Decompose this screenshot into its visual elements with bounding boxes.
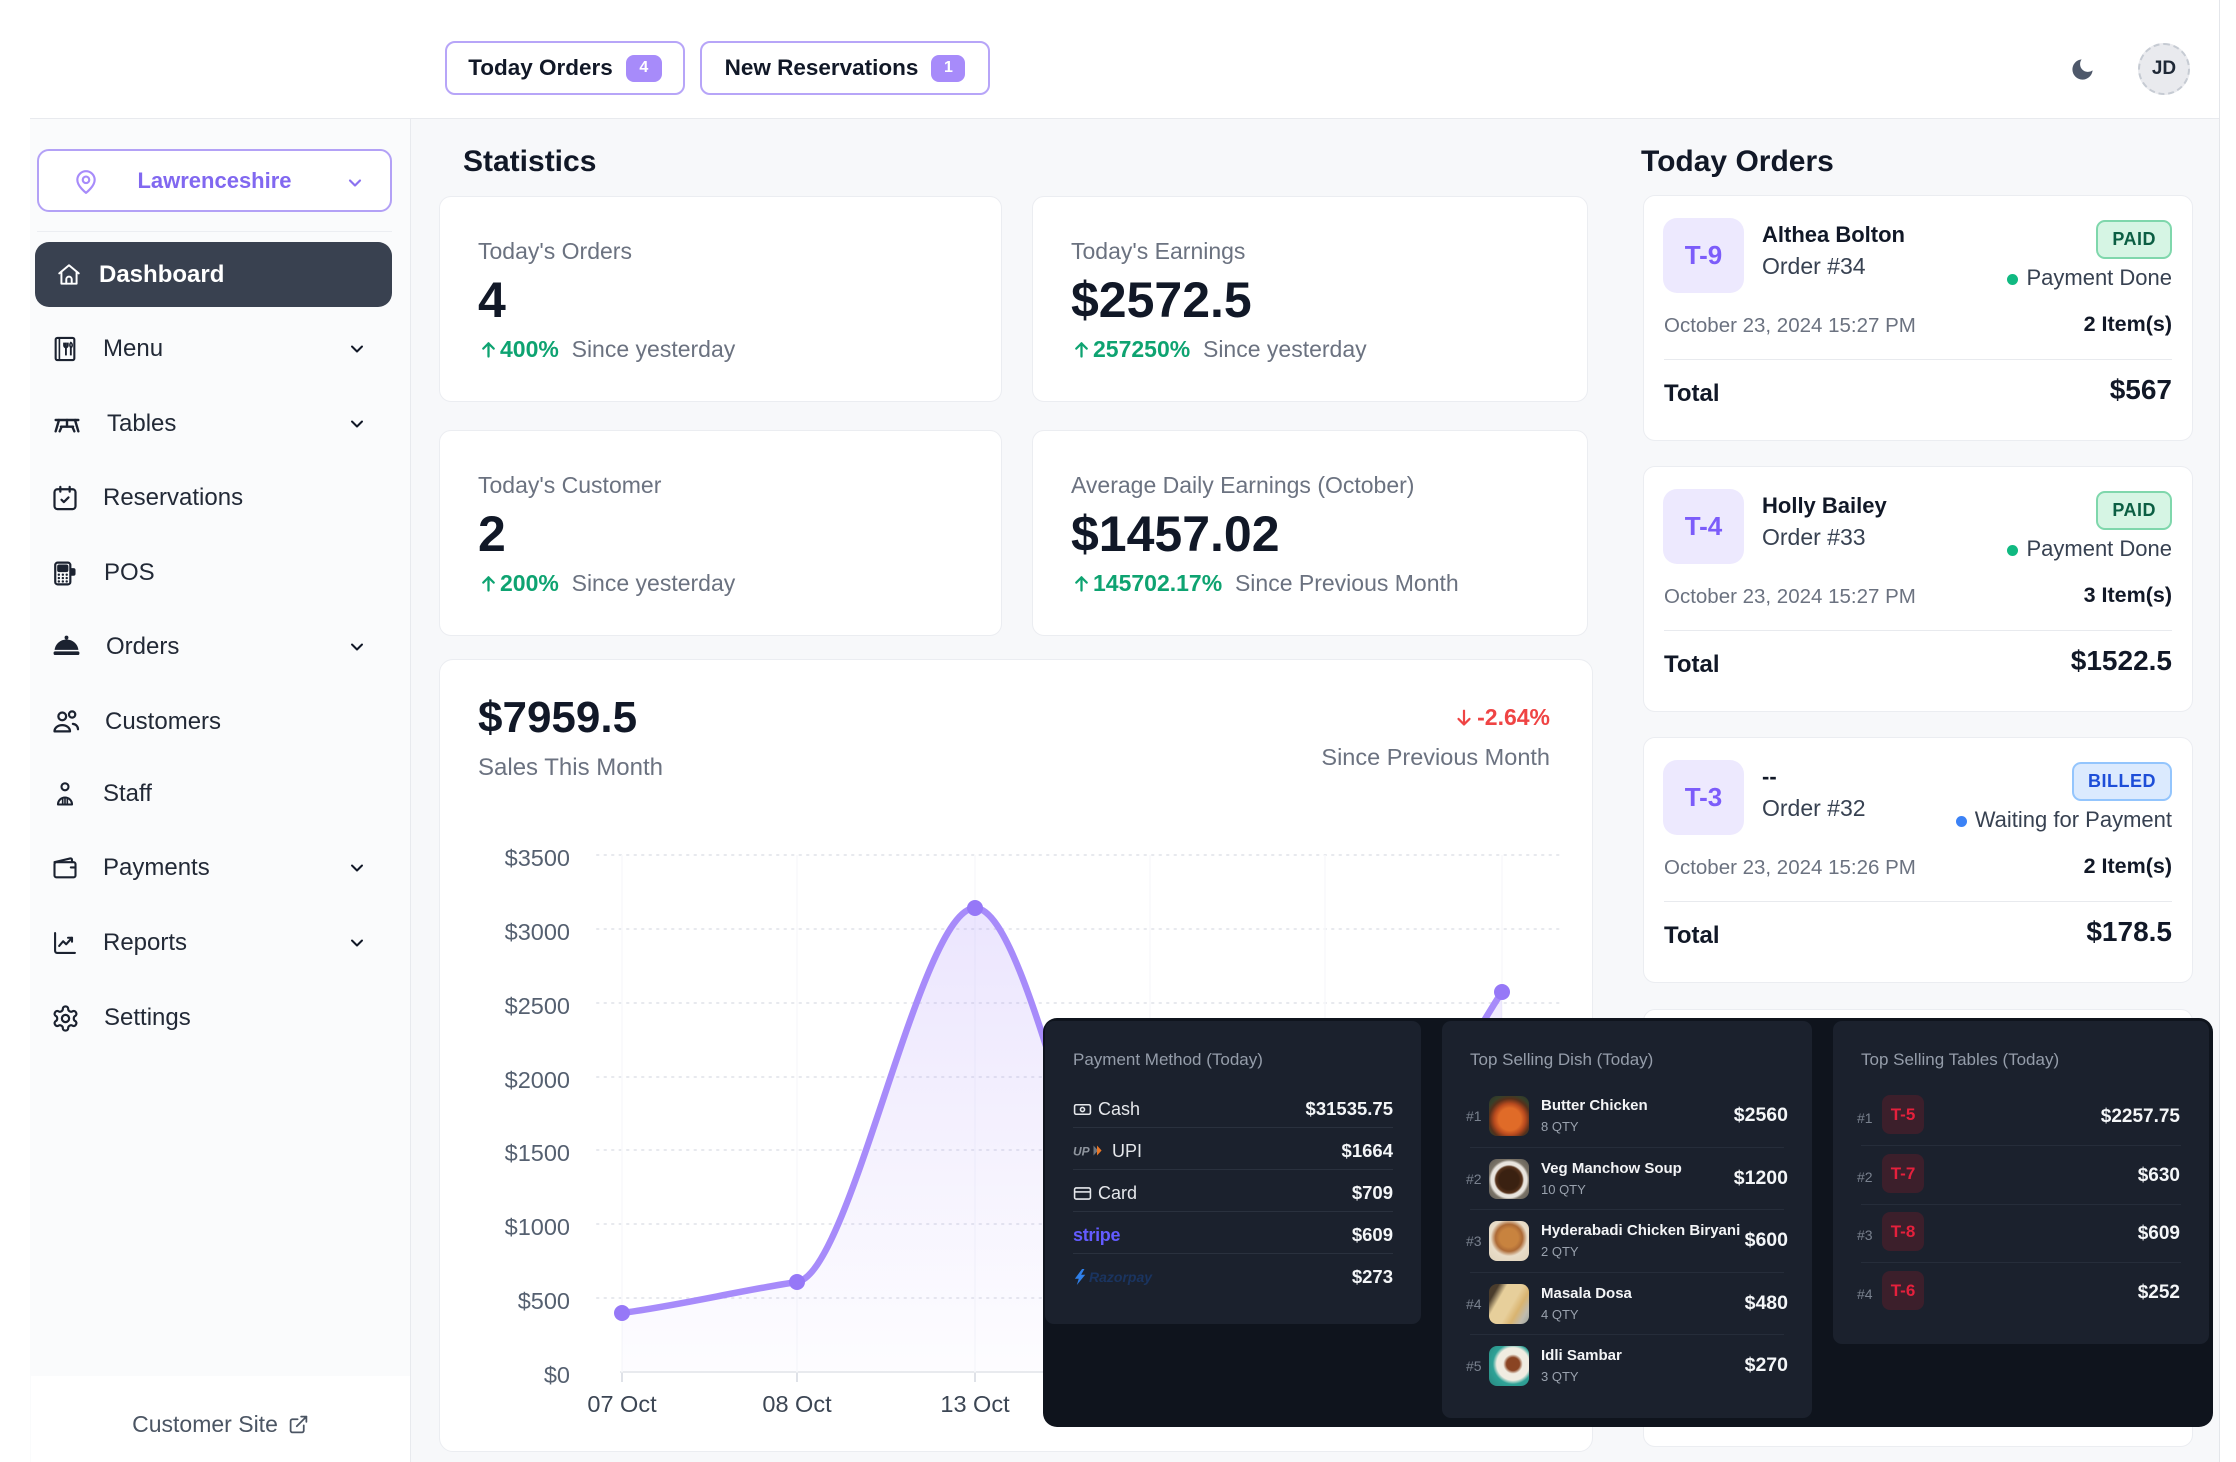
svg-text:07 Oct: 07 Oct xyxy=(587,1391,657,1417)
svg-text:13 Oct: 13 Oct xyxy=(940,1391,1010,1417)
svg-text:$0: $0 xyxy=(544,1362,570,1388)
svg-text:$2000: $2000 xyxy=(505,1067,570,1093)
svg-text:$1000: $1000 xyxy=(505,1214,570,1240)
svg-text:$1500: $1500 xyxy=(505,1140,570,1166)
svg-text:08 Oct: 08 Oct xyxy=(762,1391,832,1417)
svg-text:$3000: $3000 xyxy=(505,919,570,945)
svg-text:$2500: $2500 xyxy=(505,993,570,1019)
svg-text:UP: UP xyxy=(1073,1145,1091,1159)
svg-text:$500: $500 xyxy=(518,1288,570,1314)
svg-text:$3500: $3500 xyxy=(505,845,570,871)
